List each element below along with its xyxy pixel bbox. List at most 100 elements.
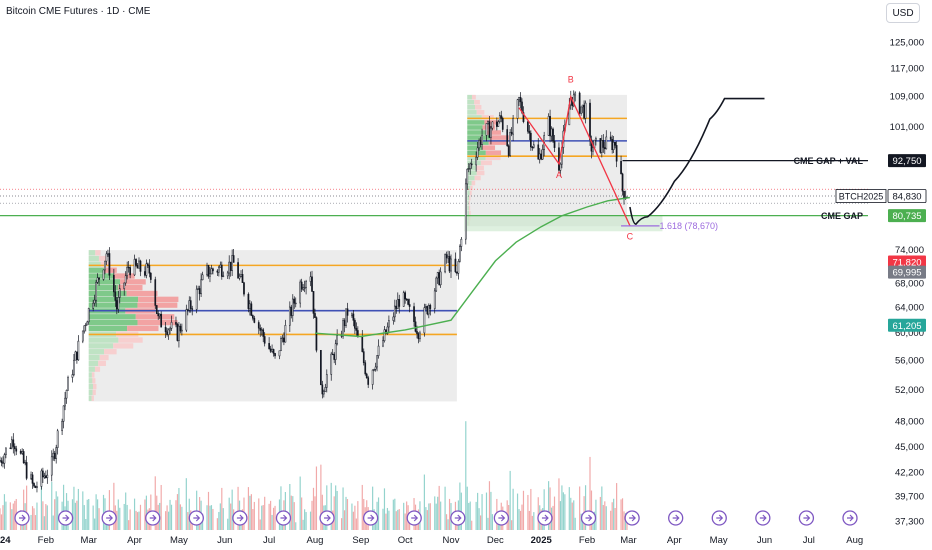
candle-body (73, 359, 75, 375)
candle-body (259, 327, 262, 331)
volume-bar (620, 499, 622, 530)
volume-profile-bar (88, 279, 121, 285)
volume-bar (559, 501, 562, 530)
volume-profile-bar (467, 211, 470, 216)
volume-bar (404, 513, 406, 530)
candle-body (93, 299, 96, 304)
volume-profile-bar (98, 360, 106, 367)
volume-bar (272, 507, 275, 530)
candle-body (53, 452, 56, 459)
candle-body (167, 329, 170, 335)
candle-body (351, 313, 353, 316)
candle-body (249, 303, 251, 309)
volume-profile-bar (485, 150, 502, 156)
candle-body (188, 300, 191, 311)
volume-profile-bar (88, 360, 99, 367)
candle-body (365, 373, 368, 378)
candle-body (352, 313, 355, 321)
candle-body (518, 97, 520, 100)
x-tick-label: Sep (352, 535, 369, 546)
candle-body (528, 131, 531, 134)
candle-body (288, 306, 291, 326)
volume-bar (363, 498, 365, 530)
volume-bar (83, 505, 85, 530)
candle-body (210, 268, 213, 275)
volume-bar (605, 506, 607, 530)
volume-bar (304, 509, 306, 530)
candle-body (355, 328, 358, 331)
candle-body (30, 474, 32, 479)
volume-bar (395, 511, 397, 530)
volume-bar (5, 501, 7, 530)
volume-bar (579, 486, 581, 530)
volume-bar (271, 514, 273, 530)
candle-body (305, 281, 307, 288)
volume-bar (562, 492, 564, 530)
volume-bar (445, 514, 448, 530)
volume-bar (438, 485, 440, 530)
volume-profile-bar (468, 206, 471, 211)
candle-body (537, 144, 540, 160)
volume-bar (76, 500, 78, 530)
volume-bar (154, 476, 156, 530)
event-arrow-icon (324, 514, 331, 522)
event-arrow-icon (106, 514, 114, 522)
candle-body (609, 136, 612, 140)
candle-body (283, 337, 285, 343)
volume-bar (290, 495, 292, 530)
volume-bar (601, 486, 603, 530)
candle-body (21, 451, 24, 454)
volume-bar (12, 503, 14, 530)
volume-bar (403, 502, 405, 530)
volume-bar (85, 518, 87, 530)
volume-profile-bar (467, 99, 475, 105)
volume-profile-bar (92, 389, 96, 396)
volume-bar (33, 508, 35, 530)
volume-bar (320, 464, 322, 530)
candle-body (209, 273, 211, 277)
candle-body (262, 329, 265, 337)
candle-body (293, 298, 296, 304)
volume-profile-bar (475, 105, 482, 110)
price-tag-label: 92,750 (892, 156, 921, 167)
candle-body (129, 267, 131, 276)
candle-body (433, 290, 436, 309)
candle-body (612, 142, 615, 150)
candle-body (450, 258, 452, 272)
x-tick-label: Dec (487, 535, 504, 546)
candle-body (302, 287, 304, 290)
candle-body (376, 355, 378, 368)
candle-body (169, 328, 171, 331)
x-tick-label: Aug (846, 535, 863, 546)
candle-body (95, 281, 97, 301)
candle-body (67, 377, 69, 391)
candle-body (206, 264, 208, 276)
x-tick-label: Nov (443, 535, 460, 546)
volume-bar (212, 508, 214, 530)
volume-bar (133, 498, 136, 530)
candle-body (419, 332, 421, 340)
volume-bar (295, 522, 297, 530)
candle-body (497, 121, 500, 127)
candle-body (553, 141, 556, 148)
candle-body (383, 329, 386, 341)
currency-button[interactable]: USD (886, 3, 920, 23)
volume-profile-bar (467, 125, 483, 130)
candle-body (147, 263, 149, 266)
candle-body (34, 485, 37, 488)
volume-bar (488, 481, 491, 530)
candle-body (71, 374, 74, 378)
candle-body (145, 263, 148, 276)
candle-body (61, 421, 63, 432)
volume-bar (261, 505, 263, 530)
candle-body (40, 470, 43, 487)
volume-bar (574, 517, 576, 530)
volume-bar (43, 516, 45, 530)
candle-body (402, 292, 405, 307)
candle-body (371, 369, 374, 385)
volume-bar (11, 509, 13, 530)
candle-body (550, 128, 553, 137)
volume-bar (613, 498, 615, 530)
candle-body (481, 135, 483, 145)
volume-bar (573, 500, 575, 530)
